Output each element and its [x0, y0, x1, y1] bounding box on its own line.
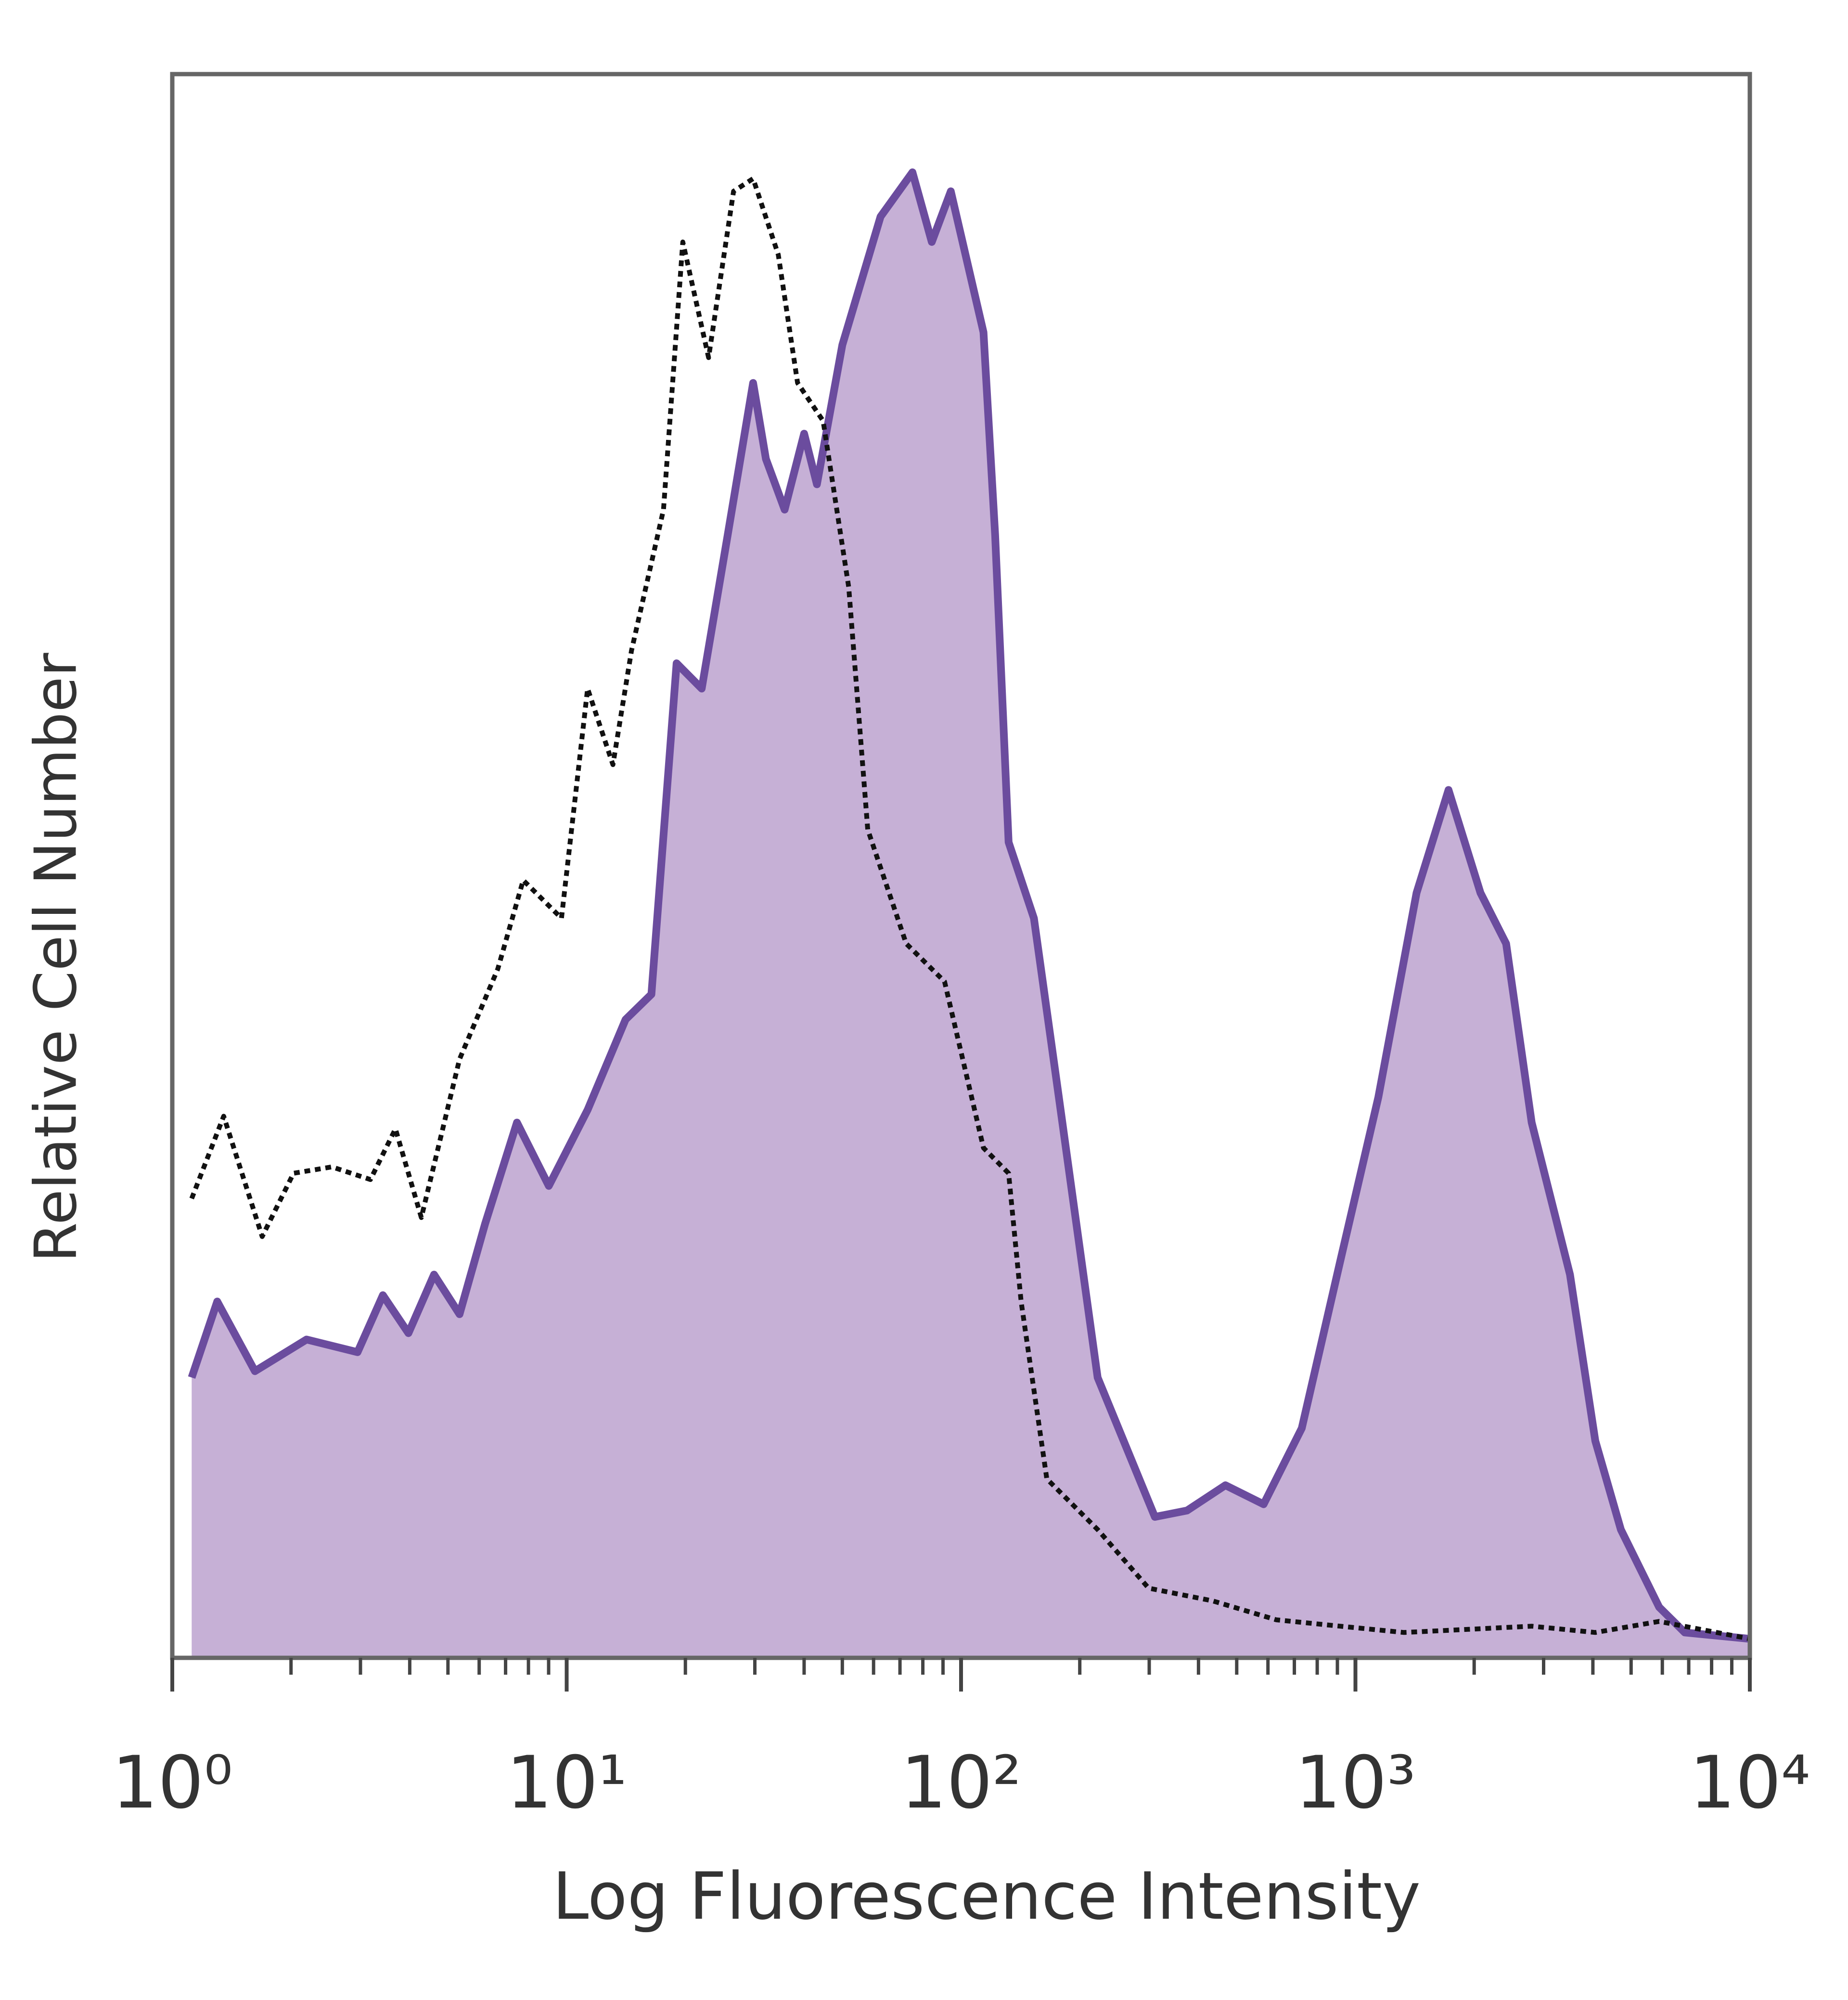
- x-axis-label: Log Fluorescence Intensity: [552, 1859, 1421, 1934]
- area: [192, 172, 1750, 1658]
- y-axis-label: Relative Cell Number: [23, 653, 90, 1262]
- histogram-line: [188, 168, 1750, 1643]
- histogram-line: [189, 176, 1750, 1641]
- x-tick-label: 10²: [900, 1741, 1021, 1825]
- x-tick-label: 10⁰: [112, 1741, 232, 1825]
- x-tick-label: 10¹: [506, 1741, 627, 1825]
- x-tick-label: 10³: [1295, 1741, 1416, 1825]
- x-tick-label: 10⁴: [1689, 1741, 1810, 1825]
